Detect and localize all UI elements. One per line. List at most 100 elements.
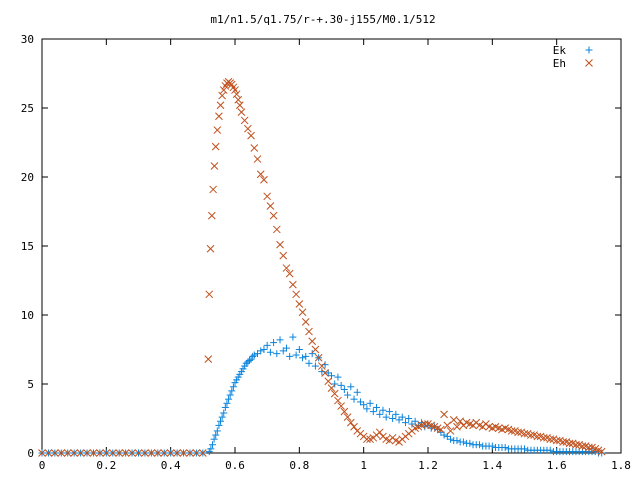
data-point — [83, 449, 91, 457]
data-point — [366, 399, 374, 407]
data-point — [186, 449, 194, 457]
data-point — [173, 449, 181, 457]
data-point — [311, 345, 320, 354]
data-point — [437, 425, 445, 434]
data-point — [584, 443, 593, 452]
axes: 0 0.2 0.4 0.6 0.8 1 1.2 1.4 1.6 1.8 0 5 10 15 20 25 30 — [21, 33, 631, 472]
y-tick-label: 25 — [21, 102, 34, 115]
data-point — [57, 449, 66, 457]
data-point — [207, 445, 215, 453]
data-point — [305, 359, 313, 367]
data-point — [330, 389, 339, 398]
data-point — [237, 108, 246, 116]
data-point — [198, 449, 207, 457]
series-layer — [38, 77, 606, 457]
data-point — [218, 413, 226, 421]
data-point — [327, 384, 336, 392]
data-point — [295, 300, 304, 308]
data-point — [166, 449, 175, 457]
data-point — [266, 348, 274, 356]
data-point — [350, 395, 358, 403]
data-point — [115, 449, 124, 457]
data-point — [212, 431, 220, 439]
data-point — [295, 346, 303, 353]
data-point — [446, 427, 455, 435]
data-point — [334, 373, 342, 381]
data-point — [346, 418, 355, 427]
chart-title: m1/n1.5/q1.75/r-+.30-j155/M0.1/512 — [210, 13, 435, 26]
data-point — [260, 346, 268, 353]
legend-label: Eh — [553, 57, 566, 70]
data-point — [223, 399, 231, 407]
data-point — [96, 449, 104, 457]
legend-marker — [585, 46, 593, 54]
data-point — [272, 225, 281, 234]
data-point — [334, 396, 342, 405]
data-point — [353, 388, 361, 396]
data-point — [443, 421, 452, 430]
data-point — [160, 449, 169, 457]
data-point — [273, 350, 281, 358]
data-point — [247, 131, 255, 140]
data-point — [337, 381, 345, 389]
data-point — [282, 264, 291, 272]
data-point — [218, 91, 226, 100]
data-point — [206, 244, 215, 253]
data-point — [134, 449, 143, 457]
data-point — [192, 449, 201, 457]
data-point — [501, 443, 509, 451]
legend-marker — [585, 59, 593, 67]
data-point — [311, 362, 319, 370]
data-point — [179, 449, 188, 457]
data-point — [226, 391, 234, 399]
y-tick-label: 15 — [21, 240, 34, 253]
data-point — [38, 449, 46, 457]
data-point — [219, 86, 228, 94]
data-point — [121, 449, 130, 457]
data-point — [211, 142, 220, 151]
data-point — [572, 440, 580, 449]
data-point — [305, 327, 313, 336]
data-point — [89, 449, 98, 457]
data-point — [229, 383, 237, 391]
data-point — [321, 369, 329, 377]
x-tick-label: 1.2 — [418, 459, 438, 472]
data-point — [220, 409, 228, 417]
data-point — [456, 417, 465, 426]
data-point — [279, 251, 288, 260]
data-point — [210, 162, 219, 170]
data-point — [379, 406, 387, 414]
data-point — [260, 175, 268, 184]
data-point — [44, 449, 53, 457]
data-point — [507, 427, 516, 435]
data-point — [289, 280, 297, 289]
data-point — [228, 387, 236, 395]
data-point — [245, 357, 253, 365]
x-tick-label: 0 — [39, 459, 46, 472]
data-point — [217, 417, 225, 425]
data-point — [546, 446, 554, 454]
x-tick-label: 1.8 — [611, 459, 631, 472]
data-point — [153, 449, 162, 457]
data-point — [205, 290, 214, 299]
data-point — [398, 413, 406, 421]
data-point — [301, 318, 310, 326]
data-point — [263, 341, 271, 349]
data-point — [299, 354, 307, 362]
data-point — [401, 419, 409, 427]
data-point — [76, 449, 85, 457]
data-point — [128, 449, 136, 457]
data-point — [363, 405, 371, 413]
data-point — [70, 449, 79, 457]
data-point — [337, 402, 346, 410]
data-point — [108, 449, 117, 457]
data-point — [527, 431, 535, 439]
x-tick-label: 0.2 — [96, 459, 116, 472]
data-point — [216, 101, 225, 110]
data-point — [102, 449, 111, 457]
data-point — [488, 442, 496, 450]
data-point — [578, 442, 587, 450]
